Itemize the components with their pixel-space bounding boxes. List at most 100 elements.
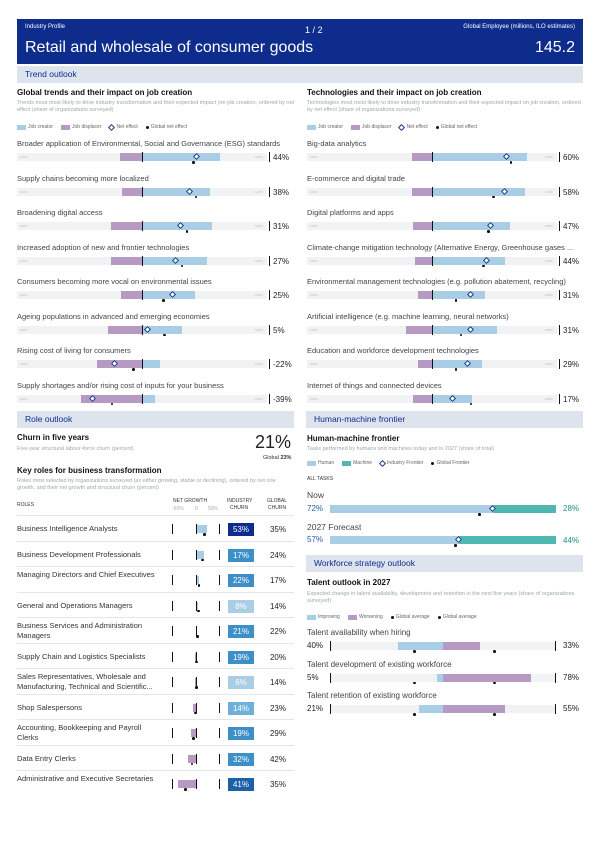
net-growth-bar xyxy=(187,754,196,763)
global-marker xyxy=(196,635,199,638)
row-divider xyxy=(17,744,294,746)
net-growth-bar xyxy=(178,780,196,788)
displacer-segment xyxy=(413,394,432,403)
global-churn: 20% xyxy=(269,652,286,662)
churn-sub: Five-year structural labour-force churn … xyxy=(17,446,134,452)
trend-bar: 100% 100% xyxy=(17,152,267,164)
industry-churn-badge: 6% xyxy=(228,676,254,689)
tick-right: 100% xyxy=(545,155,553,159)
axis-left xyxy=(172,753,173,764)
zero-line xyxy=(432,255,433,266)
now-machine-pct: 28% xyxy=(563,504,580,513)
net-growth-bar xyxy=(195,652,196,661)
page-indicator[interactable]: 1 / 2 xyxy=(305,25,323,35)
zero-line xyxy=(142,393,143,404)
tick-right: 100% xyxy=(545,293,553,297)
ws-bar xyxy=(330,672,556,684)
displacer-segment xyxy=(418,360,432,368)
global-net-marker xyxy=(469,402,472,405)
zero-line xyxy=(432,359,433,369)
global-net-marker xyxy=(454,299,457,302)
worsening-segment xyxy=(443,705,506,713)
zero-line xyxy=(196,677,197,687)
tick-right: 100% xyxy=(545,258,553,263)
trend-label: Environmental management technologies (e… xyxy=(307,277,566,286)
bar-end xyxy=(559,359,560,369)
role-label: Managing Directors and Chief Executives xyxy=(17,570,155,579)
displacer-segment xyxy=(414,256,432,265)
creator-segment xyxy=(142,325,182,334)
axis-right xyxy=(219,728,220,738)
global-net-marker xyxy=(492,195,495,198)
net-pct: 17% xyxy=(563,394,580,404)
tick-right: 100% xyxy=(545,327,553,332)
role-label: Business Intelligence Analysts xyxy=(17,524,118,533)
axis-zero: 0 xyxy=(195,506,198,512)
global-net-marker xyxy=(454,368,457,371)
col-industry-2: CHURN xyxy=(230,505,249,511)
net-pct: 44% xyxy=(563,256,580,266)
role-label: Business Services and Administration Man… xyxy=(17,621,143,640)
tick-right: 100% xyxy=(255,258,263,263)
fc-machine-pct: 44% xyxy=(563,536,580,545)
zero-line xyxy=(196,651,197,662)
tick-left: 100% xyxy=(310,362,318,366)
bar-end xyxy=(559,221,560,231)
displacer-segment xyxy=(120,291,142,299)
global-avg-marker xyxy=(413,713,416,716)
global-marker xyxy=(195,686,198,689)
tick-left: 100% xyxy=(310,155,318,159)
row-divider xyxy=(17,668,294,669)
ws-worsening-pct: 33% xyxy=(563,641,580,650)
role-label: Data Entry Clerks xyxy=(17,753,76,763)
col-roles: ROLES xyxy=(17,502,34,508)
fc-human-pct: 57% xyxy=(307,535,324,544)
axis-right xyxy=(219,600,220,611)
global-marker xyxy=(197,609,200,612)
trend-left-title: Global trends and their impact on job cr… xyxy=(17,88,193,97)
trend-bar: 100% 100% xyxy=(17,324,267,336)
displacer-segment xyxy=(110,256,142,265)
axis-left xyxy=(172,524,173,534)
tick-right: 100% xyxy=(255,224,263,228)
now-human-pct: 72% xyxy=(307,504,324,513)
worsening-segment xyxy=(443,673,532,682)
ws-title: Talent outlook in 2027 xyxy=(307,578,391,587)
global-net-marker xyxy=(132,368,135,371)
displacer-segment xyxy=(418,291,432,299)
trend-bar: 100% 100% xyxy=(307,359,557,371)
net-pct: 31% xyxy=(563,325,580,335)
axis-right xyxy=(219,651,220,662)
page-title: Retail and wholesale of consumer goods xyxy=(25,39,314,56)
zero-line xyxy=(196,779,197,789)
axis-left xyxy=(172,728,173,738)
global-avg-marker xyxy=(413,681,416,684)
industry-churn-badge: 17% xyxy=(228,548,254,562)
global-net-marker xyxy=(110,402,114,405)
creator-segment xyxy=(142,187,210,196)
tick-left: 100% xyxy=(20,293,28,297)
zero-line xyxy=(196,575,197,585)
global-churn: 22% xyxy=(269,627,286,636)
creator-segment xyxy=(432,256,505,265)
axis-right xyxy=(219,753,220,764)
trend-bar: 100% 100% xyxy=(307,324,557,336)
bar-end xyxy=(269,221,270,231)
global-marker xyxy=(190,762,194,765)
churn-title: Churn in five years xyxy=(17,433,90,442)
displacer-segment xyxy=(412,187,432,196)
tick-left: 100% xyxy=(20,155,28,159)
global-net-marker xyxy=(509,161,512,164)
role-label: Sales Representatives, Wholesale and Man… xyxy=(17,672,153,691)
displacer-segment xyxy=(108,325,142,334)
global-marker xyxy=(197,584,201,587)
axis-right xyxy=(219,677,220,687)
bar-end xyxy=(269,186,270,197)
trend-bar: 100% 100% xyxy=(17,359,267,371)
trend-legend-left: Job creator Job displacer Net effect Glo… xyxy=(17,123,187,131)
tick-right: 100% xyxy=(255,362,263,366)
axis-neg: -50% xyxy=(172,506,184,512)
global-net-marker xyxy=(482,264,485,267)
global-marker xyxy=(203,533,206,536)
trend-label: Internet of things and connected devices xyxy=(307,380,442,390)
